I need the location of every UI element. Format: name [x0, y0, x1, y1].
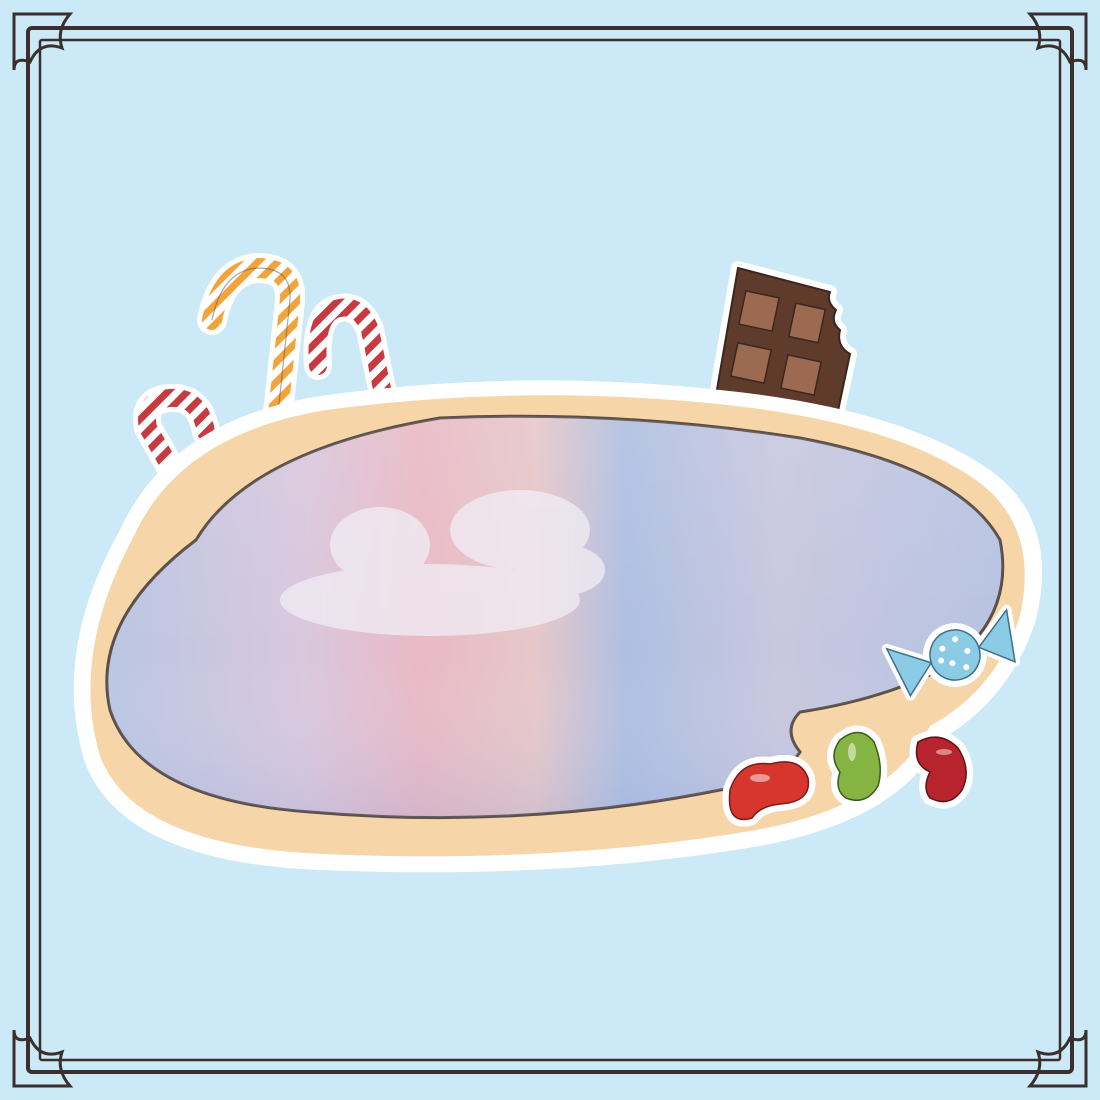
jelly-bean-red [722, 754, 816, 827]
candy-cane-red-right [303, 293, 402, 432]
candy-cane-red-left [133, 383, 220, 526]
cloud-reflection [280, 490, 605, 636]
candy-cane-orange [197, 252, 306, 485]
ornamental-frame [12, 12, 1088, 1088]
jelly-bean-crimson [909, 730, 974, 809]
candy-pool [73, 380, 1043, 873]
jelly-bean-green [827, 725, 888, 808]
wrapped-candy [881, 604, 1021, 701]
